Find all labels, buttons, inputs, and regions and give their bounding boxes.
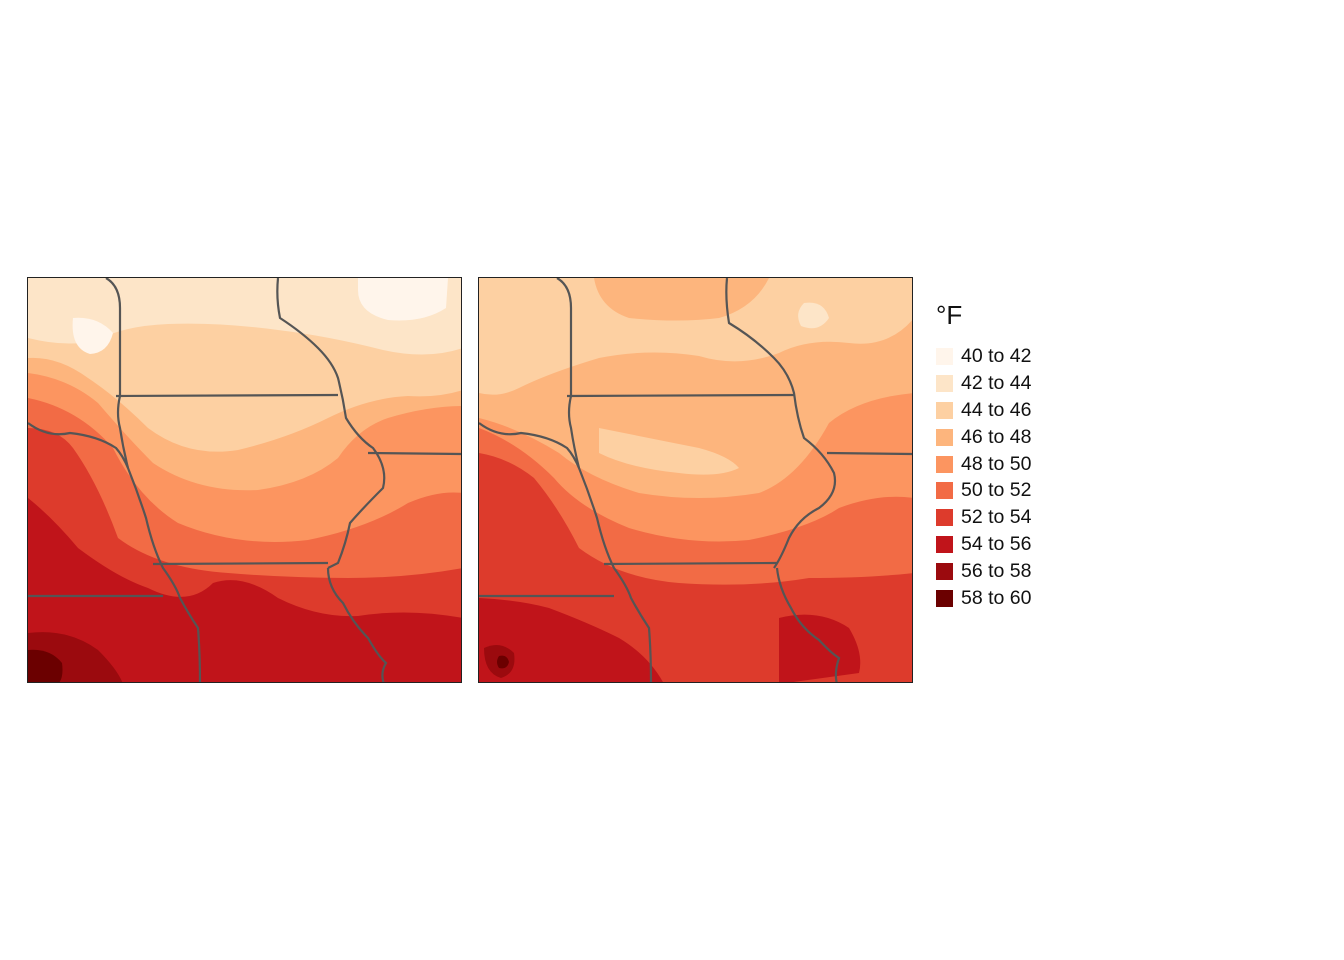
legend-label: 50 to 52	[961, 479, 1032, 502]
band-44-46-center	[599, 428, 739, 475]
legend-label: 42 to 44	[961, 371, 1032, 394]
legend-swatch	[936, 374, 953, 392]
legend-item: 46 to 48	[936, 424, 1031, 451]
legend-swatch	[936, 536, 953, 554]
legend-item: 52 to 54	[936, 504, 1031, 531]
legend-item: 50 to 52	[936, 477, 1031, 504]
band-54-56-east	[779, 614, 861, 682]
legend-label: 40 to 42	[961, 344, 1032, 367]
legend-item: 42 to 44	[936, 370, 1031, 397]
legend-item: 56 to 58	[936, 558, 1031, 585]
temperature-map-left	[27, 277, 462, 683]
band-40-42-northeast	[358, 278, 448, 321]
border-river-mississippi	[276, 278, 386, 569]
legend-item: 58 to 60	[936, 585, 1031, 612]
legend-title: °F	[936, 300, 963, 330]
temperature-map-right	[478, 277, 913, 683]
legend-label: 48 to 50	[961, 452, 1032, 475]
map-right-canvas	[479, 278, 912, 682]
band-58-60	[497, 655, 509, 669]
border-river-missouri-west	[556, 278, 653, 682]
legend-item: 48 to 50	[936, 451, 1031, 478]
border-illinois-north	[367, 451, 461, 456]
border-illinois-north	[826, 451, 912, 456]
border-iowa-south	[603, 561, 778, 566]
band-40-42-northwest	[72, 317, 113, 354]
state-borders-left	[28, 278, 461, 682]
band-58-60	[28, 649, 63, 682]
legend-swatch	[936, 509, 953, 527]
border-river-southeast	[775, 567, 841, 682]
legend-label: 56 to 58	[961, 560, 1032, 583]
legend-item: 40 to 42	[936, 343, 1031, 370]
border-river-southeast	[326, 567, 388, 682]
legend-label: 58 to 60	[961, 586, 1032, 609]
border-river-mississippi	[725, 278, 837, 569]
temperature-bands-right	[479, 278, 912, 682]
border-minnesota-south	[115, 393, 339, 398]
legend-item: 44 to 46	[936, 397, 1031, 424]
map-left-canvas	[28, 278, 461, 682]
legend-swatch	[936, 482, 953, 500]
legend-label: 44 to 46	[961, 398, 1032, 421]
legend-swatch	[936, 563, 953, 581]
legend: °F 40 to 42 42 to 44 44 to 46 46 to 48 48 to…	[936, 300, 1031, 612]
legend-swatch	[936, 428, 953, 446]
band-42-44-north	[28, 278, 461, 355]
legend-swatch	[936, 347, 953, 365]
band-54-56	[479, 598, 663, 682]
legend-item: 54 to 56	[936, 531, 1031, 558]
temperature-bands-left	[28, 278, 461, 682]
border-river-missouri-west	[105, 278, 202, 682]
legend-swatch	[936, 401, 953, 419]
border-river-nebraska	[28, 422, 130, 469]
legend-swatch	[936, 589, 953, 607]
legend-label: 52 to 54	[961, 506, 1032, 529]
band-54-56	[28, 498, 461, 682]
legend-items: 40 to 42 42 to 44 44 to 46 46 to 48 48 to 50…	[936, 343, 1031, 612]
border-minnesota-south	[566, 393, 796, 398]
legend-swatch	[936, 455, 953, 473]
legend-label: 54 to 56	[961, 533, 1032, 556]
band-42-44-spot	[798, 302, 829, 329]
border-river-nebraska	[479, 422, 581, 469]
state-borders-right	[479, 278, 912, 682]
legend-label: 46 to 48	[961, 425, 1032, 448]
border-iowa-south	[152, 561, 329, 566]
